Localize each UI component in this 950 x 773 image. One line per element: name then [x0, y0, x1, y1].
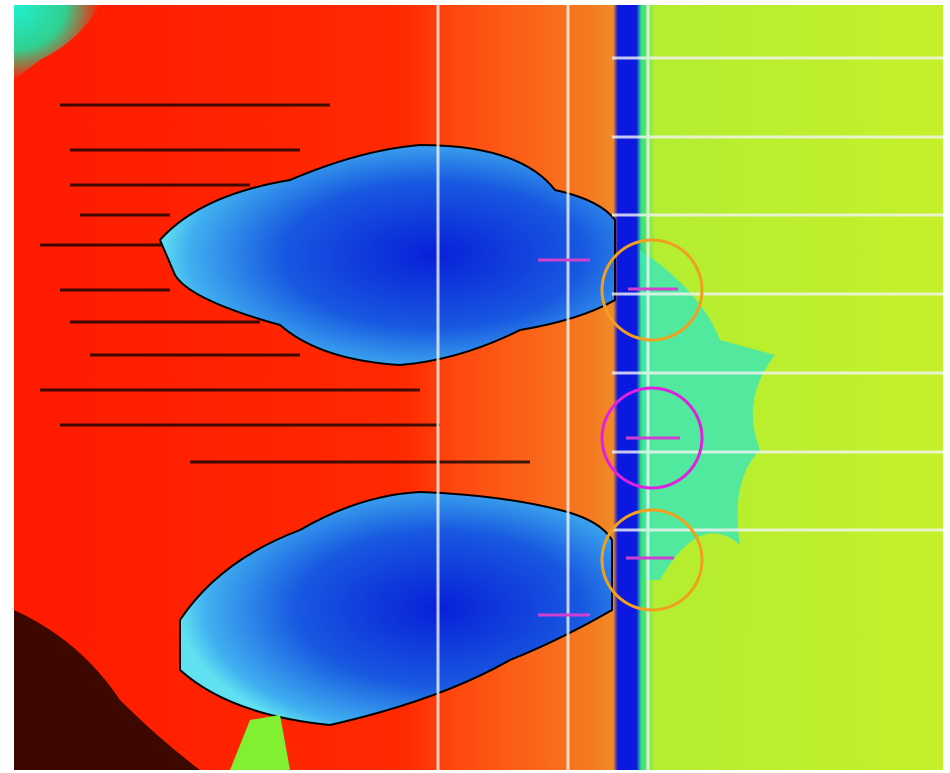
cyan-region — [640, 250, 775, 580]
magenta-circle — [600, 386, 704, 490]
green-patch — [230, 715, 290, 770]
corner-patch — [14, 5, 100, 80]
scan-artifacts — [40, 103, 530, 464]
orange-circle — [600, 508, 704, 612]
lower-blob — [179, 490, 613, 727]
upper-blob — [158, 143, 616, 367]
orange-circle — [600, 238, 704, 342]
markers — [600, 238, 704, 612]
marker-lines — [538, 258, 680, 617]
dark-noise — [14, 610, 200, 770]
